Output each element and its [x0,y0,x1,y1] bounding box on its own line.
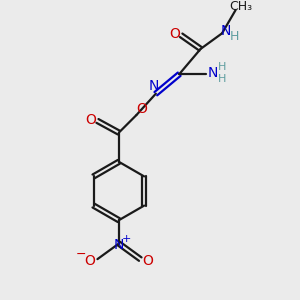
Text: −: − [76,248,86,261]
Text: +: + [122,234,131,244]
Text: O: O [84,254,95,268]
Text: N: N [208,66,218,80]
Text: O: O [142,254,154,268]
Text: N: N [221,24,231,38]
Text: H: H [218,74,226,84]
Text: O: O [136,102,147,116]
Text: H: H [218,62,226,72]
Text: O: O [169,27,180,41]
Text: H: H [230,30,239,43]
Text: CH₃: CH₃ [229,0,252,13]
Text: N: N [149,79,159,93]
Text: N: N [114,238,124,251]
Text: O: O [85,113,96,127]
